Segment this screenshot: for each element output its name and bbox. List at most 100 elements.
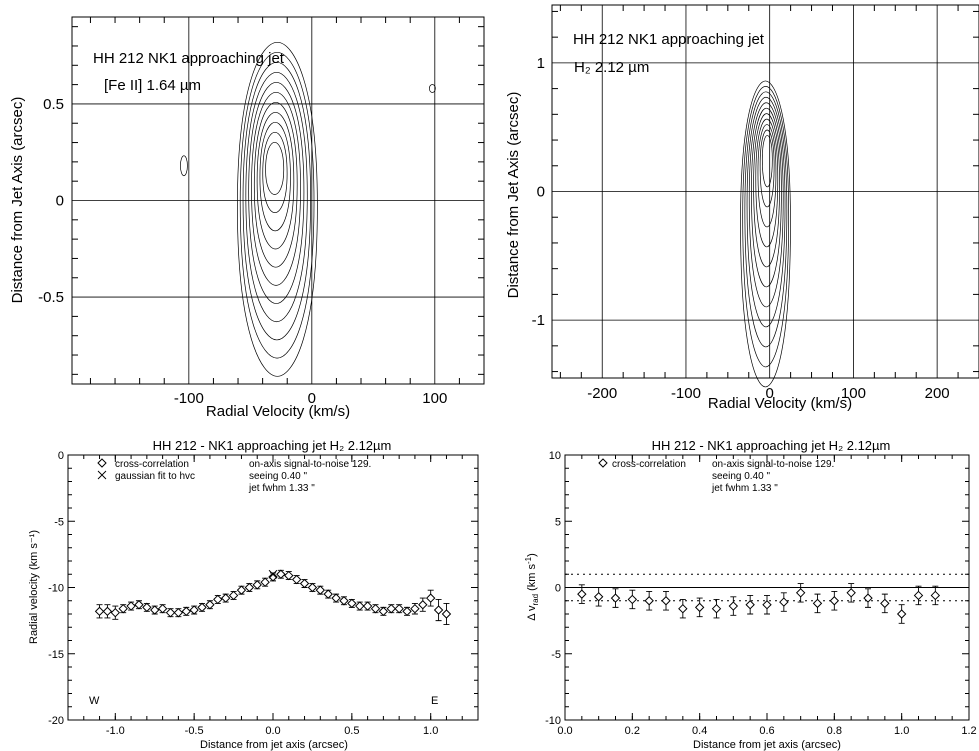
- legend-item-cross-correlation: cross-correlation: [115, 459, 189, 470]
- data-point-diamond: [189, 605, 199, 615]
- panel-rv-frame: [67, 454, 479, 721]
- data-point-diamond: [323, 589, 333, 599]
- panel-feii-title: HH 212 NK1 approaching jet: [93, 50, 285, 67]
- data-point-diamond: [593, 592, 604, 602]
- data-point-diamond: [795, 588, 806, 598]
- data-point-diamond: [425, 593, 436, 603]
- data-point-diamond: [205, 600, 215, 610]
- data-point-diamond: [118, 603, 128, 614]
- data-point-diamond: [197, 602, 207, 613]
- data-point-diamond: [694, 602, 705, 613]
- data-point-diamond: [644, 596, 654, 606]
- data-point-diamond: [880, 598, 890, 609]
- data-point-diamond: [711, 603, 722, 614]
- y-tick-label: -5: [551, 649, 561, 661]
- data-point-diamond: [244, 582, 255, 593]
- data-point-diamond: [846, 588, 856, 598]
- contour-level: [259, 121, 291, 232]
- contour-level: [744, 91, 788, 348]
- y-tick-label: 0: [58, 450, 64, 462]
- legend-cross-marker: [97, 470, 107, 480]
- data-point-diamond: [762, 600, 772, 610]
- contour-level: [245, 71, 308, 323]
- data-point-diamond: [661, 596, 671, 606]
- data-point-diamond: [930, 590, 941, 601]
- contour-level: [759, 129, 775, 208]
- contour-level: [761, 135, 773, 188]
- legend-diamond-marker: [598, 458, 608, 468]
- data-point-diamond: [142, 602, 152, 613]
- data-point-diamond: [829, 596, 840, 606]
- data-point-diamond: [896, 609, 907, 619]
- data-point-diamond: [678, 603, 688, 614]
- data-point-diamond: [347, 598, 357, 609]
- x-tick-label: 0.6: [759, 725, 774, 737]
- panel-rv-note-snr: on-axis signal-to-noise 129.: [249, 459, 371, 470]
- contour-level: [248, 81, 305, 304]
- contour-level: [751, 107, 782, 288]
- data-point-cross: [268, 569, 278, 579]
- x-tick-label: 0.4: [692, 725, 707, 737]
- data-point-diamond: [355, 601, 365, 611]
- contour-level: [748, 102, 784, 308]
- data-point-diamond: [331, 593, 341, 603]
- contour-level: [742, 86, 790, 368]
- legend-item-gaussian-fit: gaussian fit to hvc: [115, 471, 195, 482]
- y-tick-label: -10: [545, 715, 561, 727]
- panel-h2-xlabel: Radial Velocity (km/s): [708, 395, 852, 412]
- panel-dv-title: HH 212 - NK1 approaching jet H₂ 2.12µm: [652, 438, 891, 453]
- contour-level: [755, 118, 779, 248]
- data-point-diamond: [94, 606, 105, 617]
- y-tick-label: 0.5: [43, 96, 64, 113]
- data-point-diamond: [220, 593, 231, 603]
- data-point-diamond: [370, 603, 381, 614]
- x-tick-label: 0.8: [827, 725, 842, 737]
- panel-radial-velocity: -1.0 -0.5 0.0 0.5 1.0 0 -5 -10 -15 -20 HH 212 - N…: [28, 438, 479, 751]
- panel-dv-ylabel: Δ vrad (km s-1): [524, 553, 540, 621]
- panel-feii-xlabel: Radial Velocity (km/s): [206, 403, 350, 420]
- contour-level: [239, 51, 315, 359]
- data-point-diamond: [260, 577, 270, 587]
- y-tick-label: 10: [549, 450, 561, 462]
- x-tick-label: 0: [308, 390, 316, 407]
- data-point-diamond: [173, 607, 184, 618]
- data-point-diamond: [228, 590, 239, 601]
- data-point-diamond: [378, 606, 389, 617]
- contour-level: [237, 41, 318, 377]
- data-point-diamond: [577, 589, 587, 599]
- x-tick-label: 0: [766, 385, 774, 402]
- panel-rv-west-label: W: [89, 695, 100, 707]
- x-tick-label: -1.0: [106, 725, 125, 737]
- data-point-diamond: [213, 594, 223, 605]
- data-point-diamond: [110, 607, 121, 618]
- data-point-diamond: [299, 578, 310, 589]
- panel-rv-note-seeing: seeing 0.40 ": [249, 471, 307, 482]
- y-tick-label: 5: [555, 516, 561, 528]
- contour-level: [265, 141, 285, 195]
- y-tick-label: -15: [48, 649, 64, 661]
- contour-level: [256, 111, 295, 250]
- data-point-diamond: [433, 605, 444, 615]
- panel-dv-xlabel: Distance from jet axis (arcsec): [693, 739, 841, 751]
- data-point-diamond: [402, 606, 412, 617]
- data-point-diamond: [102, 606, 113, 617]
- x-tick-label: 0.0: [557, 725, 572, 737]
- x-tick-label: -200: [587, 385, 617, 402]
- x-tick-label: 1.2: [961, 725, 976, 737]
- data-point-diamond: [362, 601, 373, 611]
- panel-rv-legend: cross-correlation gaussian fit to hvc: [97, 458, 195, 482]
- data-point-diamond: [165, 607, 176, 618]
- panel-rv-note-fwhm: jet fwhm 1.33 ": [248, 483, 315, 494]
- data-point-diamond: [386, 603, 396, 614]
- contour-level: [253, 101, 298, 268]
- x-tick-label: -100: [671, 385, 701, 402]
- y-tick-label: 0: [537, 184, 545, 201]
- panel-rv-xlabel: Distance from jet axis (arcsec): [200, 739, 348, 751]
- panel-feii-contour: -100 0 100 0.5 0 -0.5 HH 212 NK1 approaching …: [9, 16, 485, 420]
- y-tick-label: -20: [48, 715, 64, 727]
- contour-level: [746, 96, 786, 328]
- panel-h2-title: HH 212 NK1 approaching jet: [573, 31, 765, 48]
- data-point-diamond: [307, 582, 318, 593]
- contour-level: [262, 131, 288, 214]
